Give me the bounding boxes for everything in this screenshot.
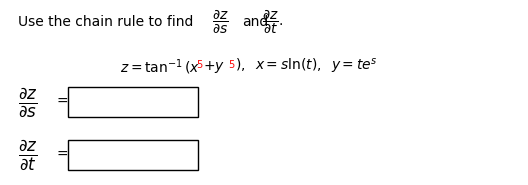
Bar <box>68 87 198 117</box>
Text: =: = <box>57 148 69 162</box>
Bar <box>68 140 198 170</box>
Text: $+ y$: $+ y$ <box>203 59 225 75</box>
Text: =: = <box>57 95 69 109</box>
Text: $\dfrac{\partial z}{\partial t}$.: $\dfrac{\partial z}{\partial t}$. <box>262 8 283 36</box>
Text: $\dfrac{\partial z}{\partial s}$: $\dfrac{\partial z}{\partial s}$ <box>212 8 229 36</box>
Text: $^5$: $^5$ <box>196 60 204 74</box>
Text: $^5$: $^5$ <box>228 60 235 74</box>
Text: $\dfrac{\partial z}{\partial t}$: $\dfrac{\partial z}{\partial t}$ <box>18 138 37 172</box>
Text: $z = \tan^{-1}(x$: $z = \tan^{-1}(x$ <box>120 57 200 77</box>
Text: $),\;\;x = s\ln(t),\;\;y = te^s$: $),\;\;x = s\ln(t),\;\;y = te^s$ <box>235 58 378 77</box>
Text: $\dfrac{\partial z}{\partial s}$: $\dfrac{\partial z}{\partial s}$ <box>18 85 37 119</box>
Text: and: and <box>242 15 268 29</box>
Text: Use the chain rule to find: Use the chain rule to find <box>18 15 193 29</box>
